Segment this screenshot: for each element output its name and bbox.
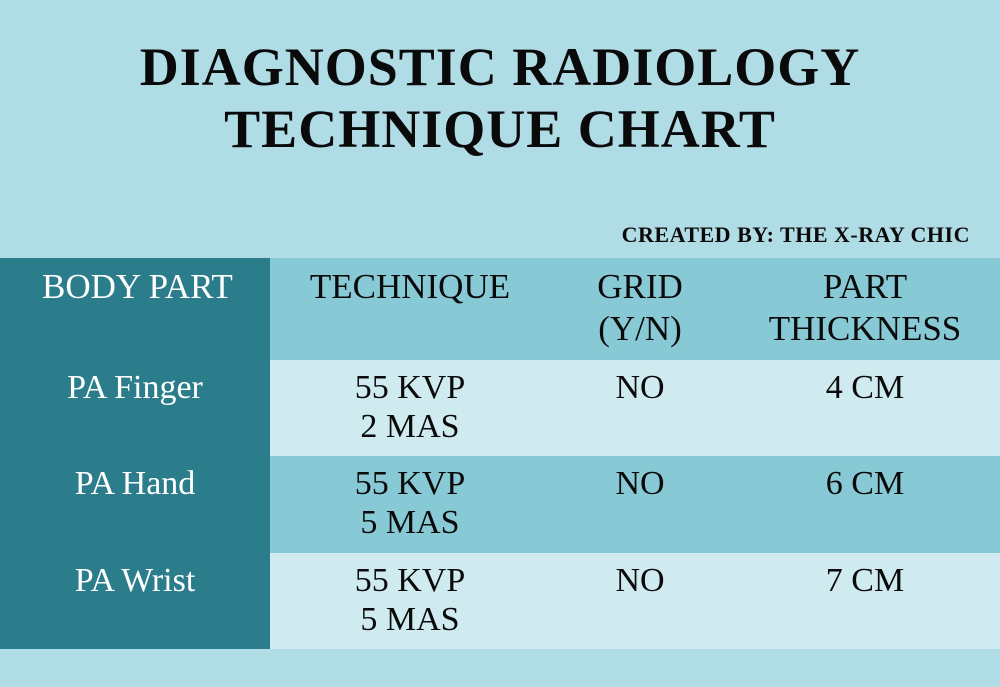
table-row: PA Hand 55 KVP 5 MAS NO 6 CM bbox=[0, 456, 1000, 552]
table-row: PA Finger 55 KVP 2 MAS NO 4 CM bbox=[0, 360, 1000, 456]
byline: CREATED BY: THE X-RAY CHIC bbox=[0, 160, 1000, 258]
col-technique: TECHNIQUE bbox=[270, 258, 550, 360]
title-line-1: DIAGNOSTIC RADIOLOGY bbox=[140, 37, 861, 97]
cell-bodypart: PA Wrist bbox=[0, 553, 270, 649]
cell-thickness: 4 CM bbox=[730, 360, 1000, 456]
title-line-2: TECHNIQUE CHART bbox=[224, 99, 776, 159]
cell-grid: NO bbox=[550, 553, 730, 649]
tech-mas: 5 MAS bbox=[278, 600, 542, 639]
page-title: DIAGNOSTIC RADIOLOGY TECHNIQUE CHART bbox=[0, 0, 1000, 160]
cell-thickness: 7 CM bbox=[730, 553, 1000, 649]
tech-kvp: 55 KVP bbox=[278, 561, 542, 600]
cell-technique: 55 KVP 2 MAS bbox=[270, 360, 550, 456]
col-grid: GRID (Y/N) bbox=[550, 258, 730, 360]
tech-kvp: 55 KVP bbox=[278, 368, 542, 407]
col-grid-l1: GRID bbox=[597, 267, 683, 306]
cell-technique: 55 KVP 5 MAS bbox=[270, 456, 550, 552]
page: DIAGNOSTIC RADIOLOGY TECHNIQUE CHART CRE… bbox=[0, 0, 1000, 687]
col-thickness-l2: THICKNESS bbox=[769, 309, 962, 348]
tech-mas: 2 MAS bbox=[278, 407, 542, 446]
tech-kvp: 55 KVP bbox=[278, 464, 542, 503]
col-thickness-l1: PART bbox=[823, 267, 907, 306]
cell-bodypart: PA Hand bbox=[0, 456, 270, 552]
cell-grid: NO bbox=[550, 456, 730, 552]
cell-technique: 55 KVP 5 MAS bbox=[270, 553, 550, 649]
cell-grid: NO bbox=[550, 360, 730, 456]
cell-thickness: 6 CM bbox=[730, 456, 1000, 552]
col-bodypart: BODY PART bbox=[0, 258, 270, 360]
table-header-row: BODY PART TECHNIQUE GRID (Y/N) PART THIC… bbox=[0, 258, 1000, 360]
col-thickness: PART THICKNESS bbox=[730, 258, 1000, 360]
technique-table: BODY PART TECHNIQUE GRID (Y/N) PART THIC… bbox=[0, 258, 1000, 649]
tech-mas: 5 MAS bbox=[278, 503, 542, 542]
col-grid-l2: (Y/N) bbox=[598, 309, 682, 348]
cell-bodypart: PA Finger bbox=[0, 360, 270, 456]
table-row: PA Wrist 55 KVP 5 MAS NO 7 CM bbox=[0, 553, 1000, 649]
